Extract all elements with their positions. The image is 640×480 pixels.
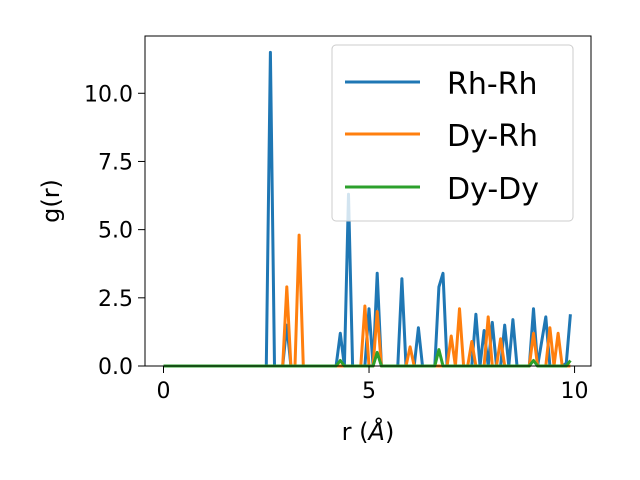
y-tick-label: 2.5 — [98, 287, 133, 312]
y-tick-label: 5.0 — [98, 219, 133, 244]
x-tick-label: 5 — [362, 379, 376, 404]
plot-frame — [144, 35, 592, 367]
y-tick-label: 7.5 — [98, 150, 133, 175]
y-axis-label: g(r) — [37, 179, 65, 223]
x-tick-label: 10 — [561, 379, 589, 404]
legend-box — [331, 44, 574, 222]
y-axis: 0.0 2.5 5.0 7.5 10.0 — [84, 82, 145, 380]
y-tick-label: 10.0 — [84, 82, 133, 107]
legend: Rh-Rh Dy-Rh Dy-Dy — [331, 44, 574, 222]
x-tick-label: 0 — [156, 379, 170, 404]
x-axis: 0 5 10 — [156, 366, 589, 404]
legend-label-dy-rh: Dy-Rh — [447, 119, 538, 154]
x-axis-label: r (Å) — [342, 417, 395, 446]
y-tick-label: 0.0 — [98, 355, 133, 380]
legend-label-dy-dy: Dy-Dy — [447, 172, 539, 207]
legend-label-rh-rh: Rh-Rh — [447, 67, 538, 102]
